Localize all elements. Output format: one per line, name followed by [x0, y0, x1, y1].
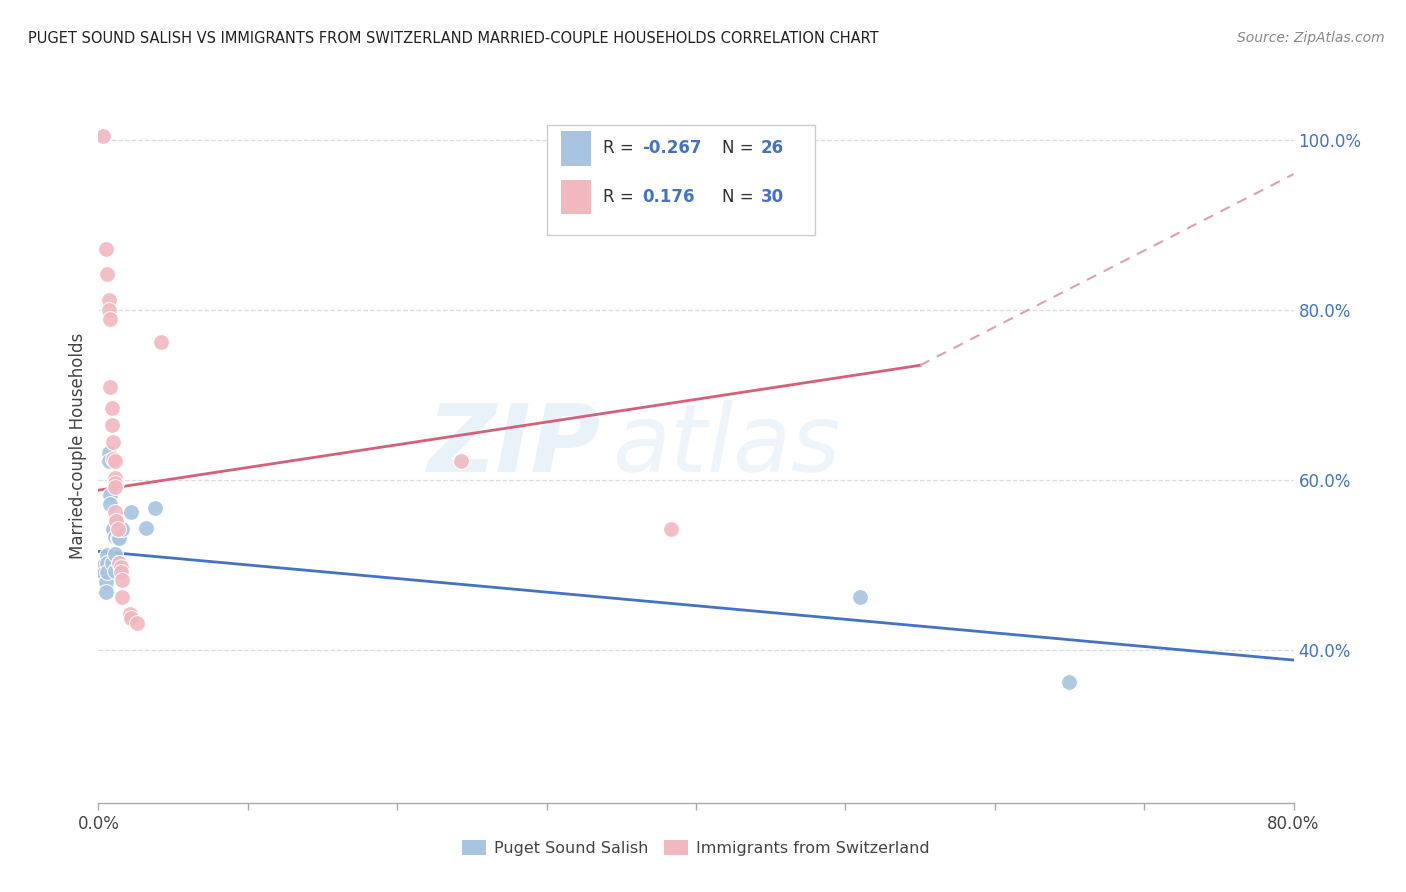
- Point: [104, 471, 127, 485]
- Point: [101, 556, 124, 570]
- Point: [105, 475, 128, 490]
- Point: [96, 548, 118, 562]
- Text: PUGET SOUND SALISH VS IMMIGRANTS FROM SWITZERLAND MARRIED-COUPLE HOUSEHOLDS CORR: PUGET SOUND SALISH VS IMMIGRANTS FROM SW…: [28, 31, 879, 46]
- Point: [111, 573, 134, 587]
- Text: 26: 26: [761, 139, 783, 157]
- FancyBboxPatch shape: [547, 125, 815, 235]
- Point: [96, 556, 118, 570]
- Legend: Puget Sound Salish, Immigrants from Switzerland: Puget Sound Salish, Immigrants from Swit…: [456, 834, 936, 863]
- Point: [450, 454, 472, 468]
- Point: [105, 514, 128, 528]
- Point: [91, 128, 114, 143]
- Point: [120, 611, 142, 625]
- Point: [101, 417, 124, 432]
- Point: [96, 565, 118, 579]
- Point: [104, 505, 127, 519]
- Point: [104, 564, 127, 578]
- Text: 0.176: 0.176: [643, 188, 695, 206]
- Point: [108, 531, 131, 545]
- FancyBboxPatch shape: [561, 180, 591, 214]
- Point: [127, 615, 149, 630]
- Point: [103, 434, 125, 449]
- Point: [97, 454, 120, 468]
- Point: [135, 521, 157, 535]
- Y-axis label: Married-couple Households: Married-couple Households: [69, 333, 87, 559]
- Point: [107, 522, 129, 536]
- Point: [108, 556, 131, 570]
- Point: [94, 585, 117, 599]
- Text: R =: R =: [603, 188, 644, 206]
- Point: [97, 446, 120, 460]
- Text: N =: N =: [723, 139, 759, 157]
- Text: ZIP: ZIP: [427, 400, 600, 492]
- Point: [103, 522, 125, 536]
- Point: [104, 480, 127, 494]
- Point: [96, 268, 118, 282]
- Point: [110, 560, 132, 574]
- Text: atlas: atlas: [613, 401, 841, 491]
- Point: [107, 531, 129, 545]
- Point: [120, 505, 142, 519]
- Point: [105, 514, 128, 528]
- Point: [104, 475, 127, 490]
- Point: [111, 591, 134, 605]
- Point: [111, 522, 134, 536]
- Point: [101, 401, 124, 415]
- Point: [108, 556, 131, 570]
- Text: R =: R =: [603, 139, 638, 157]
- Point: [98, 379, 122, 393]
- Point: [93, 558, 115, 572]
- FancyBboxPatch shape: [561, 131, 591, 166]
- Point: [97, 293, 120, 307]
- Point: [103, 451, 125, 466]
- Point: [98, 311, 122, 326]
- Text: 30: 30: [761, 188, 783, 206]
- Point: [94, 242, 117, 256]
- Text: N =: N =: [723, 188, 759, 206]
- Point: [849, 591, 872, 605]
- Point: [150, 335, 173, 350]
- Point: [659, 522, 682, 536]
- Point: [104, 547, 127, 561]
- Point: [143, 501, 166, 516]
- Point: [93, 566, 115, 581]
- Point: [98, 488, 122, 502]
- Point: [97, 303, 120, 318]
- Point: [1059, 675, 1081, 690]
- Point: [104, 530, 127, 544]
- Point: [98, 497, 122, 511]
- Text: -0.267: -0.267: [643, 139, 702, 157]
- Point: [94, 574, 117, 589]
- Point: [118, 607, 141, 622]
- Point: [110, 565, 132, 579]
- Text: Source: ZipAtlas.com: Source: ZipAtlas.com: [1237, 31, 1385, 45]
- Point: [104, 454, 127, 468]
